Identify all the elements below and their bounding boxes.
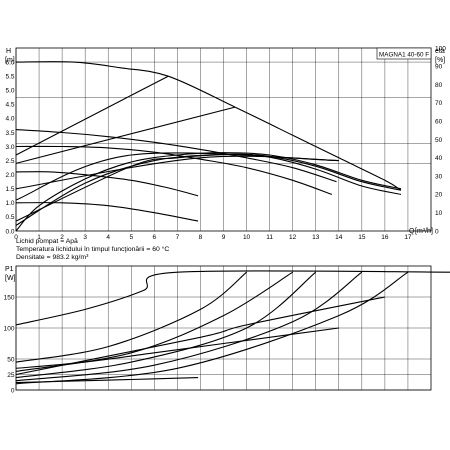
power-curve <box>15 271 363 382</box>
flow-axis-label: Q <box>409 228 415 235</box>
head-tick-label: 5.5 <box>5 73 14 80</box>
efficiency-tick-label: 0 <box>435 228 439 235</box>
flow-tick-label: 3 <box>83 234 87 241</box>
power-tick-label: 100 <box>4 325 15 332</box>
power-curve <box>15 270 450 326</box>
efficiency-axis-label: eta <box>435 48 445 55</box>
head-tick-label: 2.0 <box>5 172 14 179</box>
head-curve <box>15 171 199 197</box>
head-curve <box>15 75 169 156</box>
efficiency-tick-label: 80 <box>435 82 443 89</box>
head-curve <box>15 152 402 232</box>
flow-tick-label: 17 <box>404 234 412 241</box>
head-tick-label: 4.5 <box>5 102 14 109</box>
power-tick-label: 0 <box>11 387 15 394</box>
power-chart-curves <box>15 270 450 385</box>
head-curve <box>15 129 337 183</box>
flow-tick-label: 0 <box>14 234 18 241</box>
head-chart-frame <box>15 47 432 232</box>
power-tick-label: 150 <box>4 294 15 301</box>
flow-tick-label: 14 <box>335 234 343 241</box>
flow-tick-label: 15 <box>358 234 366 241</box>
head-tick-label: 3.5 <box>5 130 14 137</box>
power-chart-frame <box>15 265 432 391</box>
flow-tick-label: 11 <box>266 234 273 241</box>
flow-tick-label: 9 <box>222 234 226 241</box>
power-axis-label: P1 <box>5 266 14 273</box>
flow-axis-unit: [m³/h] <box>415 228 433 235</box>
power-curve <box>15 271 247 363</box>
efficiency-tick-label: 90 <box>435 64 443 71</box>
flow-tick-label: 1 <box>37 234 41 241</box>
model-title-box <box>376 47 432 60</box>
flow-tick-label: 4 <box>106 234 110 241</box>
head-y-ticks: 0.0 0.5 1.0 1.5 2.0 2.5 3.0 3.5 4.0 4.5 5.0 5.5 6.0 <box>5 59 14 235</box>
head-tick-label: 2.5 <box>5 158 14 165</box>
efficiency-tick-label: 20 <box>435 192 443 199</box>
head-curve <box>15 202 199 222</box>
power-curve <box>15 271 317 379</box>
head-axis-unit: [m] <box>5 57 15 64</box>
head-tick-label: 1.5 <box>5 186 14 193</box>
head-chart-curves <box>15 61 402 232</box>
flow-tick-label: 7 <box>176 234 180 241</box>
efficiency-y-ticks: 0 10 20 30 40 50 60 70 80 90 100 <box>435 45 446 235</box>
flow-tick-label: 16 <box>381 234 389 241</box>
power-y-ticks: 0 25 50 100 150 <box>4 294 15 394</box>
note-density: Densitate = 983.2 kg/m³ <box>16 254 89 261</box>
flow-tick-label: 6 <box>153 234 157 241</box>
flow-tick-label: 5 <box>129 234 133 241</box>
note-fluid: Lichid pompat = Apă <box>16 238 78 245</box>
efficiency-tick-label: 40 <box>435 155 443 162</box>
flow-tick-label: 8 <box>199 234 203 241</box>
power-tick-label: 25 <box>7 372 15 379</box>
head-tick-label: 0.5 <box>5 214 14 221</box>
head-tick-label: 1.0 <box>5 200 14 207</box>
head-chart-grid <box>15 48 431 231</box>
head-axis-label: H <box>6 48 11 55</box>
head-curve <box>15 152 339 201</box>
flow-tick-label: 12 <box>289 234 297 241</box>
note-temperature: Temperatura lichidului în timpul funcţio… <box>16 245 169 253</box>
head-tick-label: 5.0 <box>5 88 14 95</box>
efficiency-tick-label: 60 <box>435 119 443 126</box>
model-title: MAGNA1 40-60 F <box>379 52 429 59</box>
power-tick-label: 50 <box>7 356 15 363</box>
power-curve <box>15 271 409 385</box>
efficiency-axis-unit: [%] <box>435 57 445 64</box>
head-curve <box>15 153 402 226</box>
head-tick-label: 6.0 <box>5 59 14 66</box>
power-axis-unit: [W] <box>5 275 16 282</box>
efficiency-tick-label: 50 <box>435 137 443 144</box>
efficiency-tick-label: 10 <box>435 210 443 217</box>
flow-tick-label: 10 <box>243 234 251 241</box>
head-curve <box>15 106 236 164</box>
efficiency-tick-label: 70 <box>435 100 443 107</box>
head-tick-label: 3.0 <box>5 144 14 151</box>
efficiency-tick-label: 100 <box>435 45 446 52</box>
flow-tick-label: 13 <box>312 234 320 241</box>
head-tick-label: 0.0 <box>5 228 14 235</box>
head-tick-label: 4.0 <box>5 116 14 123</box>
flow-x-ticks: 0 1 2 3 4 5 6 7 8 9 10 11 12 13 14 15 16 17 <box>14 234 412 241</box>
efficiency-tick-label: 30 <box>435 173 443 180</box>
flow-tick-label: 2 <box>60 234 64 241</box>
power-curve <box>15 296 386 376</box>
